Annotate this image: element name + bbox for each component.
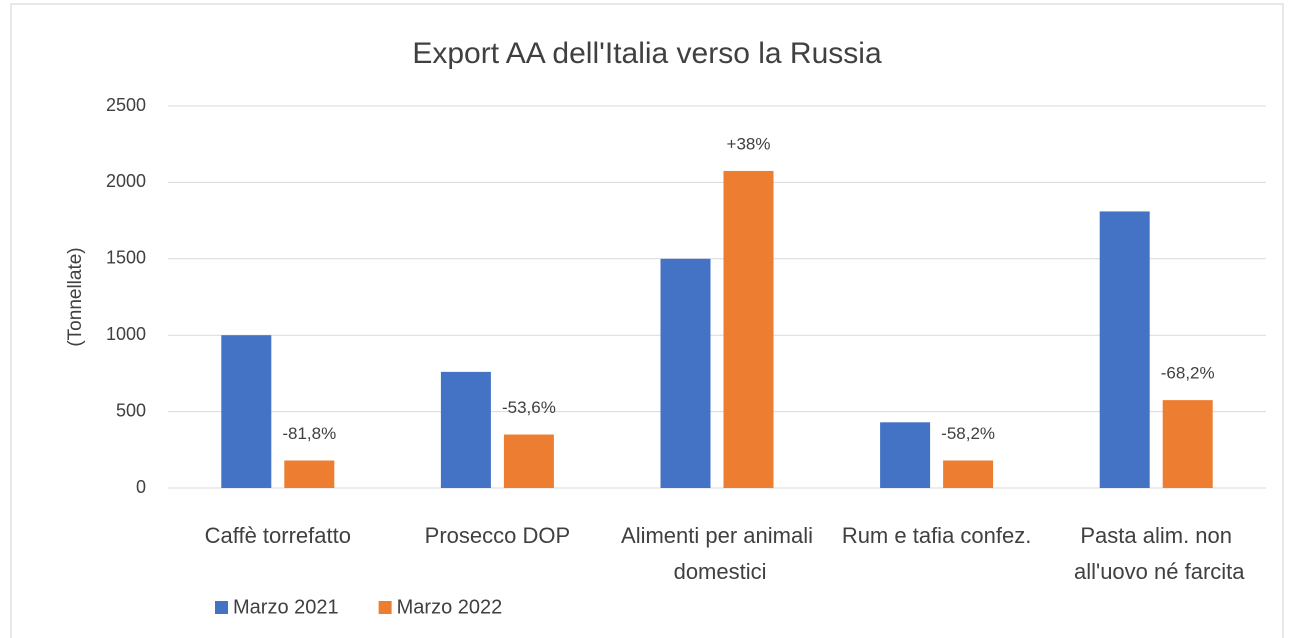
bar [1162,400,1213,488]
bar [660,258,711,488]
bar [221,335,272,488]
y-axis-label: (Tonnellate) [65,247,86,346]
legend-swatch [378,601,392,614]
x-tick-label: Caffè torrefatto [205,523,351,548]
bar [880,422,931,488]
bar [943,460,994,488]
legend-label: Marzo 2022 [397,596,503,618]
x-tick-label: Prosecco DOP [425,523,571,548]
x-tick-label: Pasta alim. non all'uovo né farcita [1068,523,1245,584]
bar [503,434,554,488]
y-tick-label: 2000 [106,171,146,191]
bar [723,170,774,488]
y-tick-label: 2500 [106,95,146,115]
x-tick-label: Alimenti per animali domestici [621,523,813,584]
x-tick-label: Rum e tafia confez. [842,523,1032,548]
y-tick-label: 1500 [106,248,146,268]
bar [284,460,335,488]
y-tick-label: 500 [116,400,146,420]
y-tick-label: 1000 [106,324,146,344]
legend-swatch [215,601,228,614]
legend-label: Marzo 2021 [233,596,339,618]
data-label: -81,8% [282,424,336,443]
y-tick-label: 0 [136,477,146,497]
chart-frame [10,3,1284,638]
data-label: +38% [727,134,771,153]
data-label: -53,6% [502,398,556,417]
bar [440,371,491,488]
data-label: -58,2% [941,424,995,443]
bar [1099,211,1150,488]
data-label: -68,2% [1161,364,1215,383]
chart-title: Export AA dell'Italia verso la Russia [412,37,882,70]
